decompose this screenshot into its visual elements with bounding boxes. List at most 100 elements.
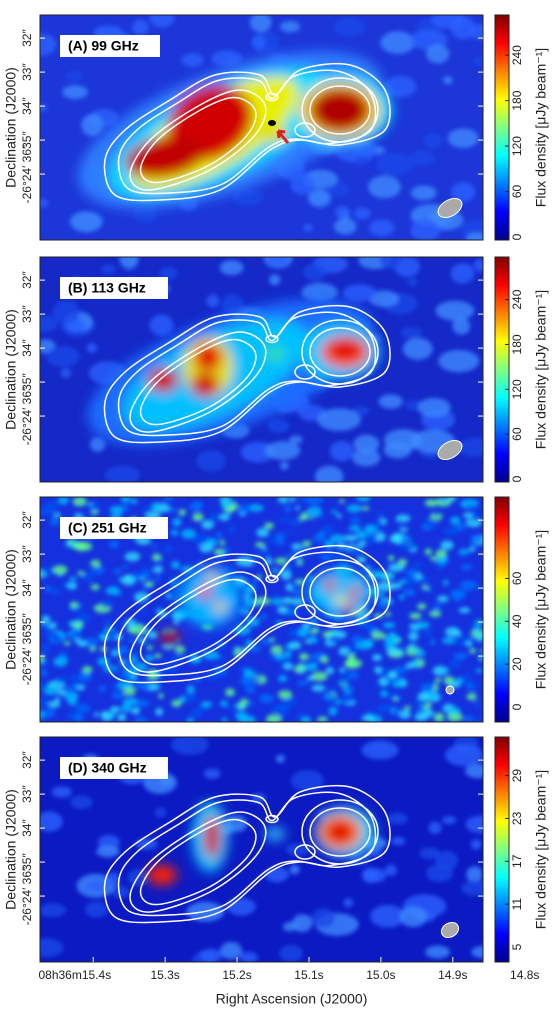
noise-spot [392,533,403,542]
noise-spot [444,744,483,767]
y-tick-label: 34″ [20,819,34,837]
noise-spot [451,182,476,202]
noise-spot [255,677,261,683]
noise-spot [380,31,415,55]
noise-spot [89,646,97,652]
contours [103,62,391,202]
noise-spot [465,640,473,647]
y-tick-label: 34″ [20,339,34,357]
contours [103,784,391,924]
noise-spot [458,607,471,614]
colorbar-tick-label: 40 [510,614,524,628]
image [40,257,483,482]
noise-spot [90,584,100,591]
colorbar-tick-label: 120 [510,136,524,156]
noise-spot [444,526,460,536]
noise-spot [343,897,354,908]
noise-spot [144,581,154,587]
noise-spot [303,223,313,232]
noise-spot [313,533,326,543]
noise-spot [40,655,45,663]
noise-spot [333,218,357,235]
noise-spot [417,397,451,418]
noise-spot [41,615,51,624]
noise-spot [269,274,281,286]
noise-spot [442,579,449,586]
noise-spot [186,685,195,694]
noise-spot [58,676,68,684]
noise-spot [399,540,417,551]
contour [103,544,391,684]
noise-spot [200,701,213,708]
contour [103,62,391,202]
noise-spot [349,517,361,524]
noise-spot [259,637,271,645]
noise-spot [130,498,138,505]
contour [129,89,267,191]
arrow [276,129,290,144]
noise-spot [404,705,411,710]
noise-spot [88,569,96,577]
noise-spot [475,668,483,673]
noise-spot [356,556,366,563]
noise-spot [128,637,135,644]
noise-spot [447,128,479,148]
noise-spot [305,497,324,505]
noise-spot [430,640,436,645]
noise-spot [242,594,251,600]
noise-spot [398,594,405,601]
frame [39,736,484,963]
emission-blob [148,368,178,392]
noise-spot [265,714,282,722]
noise-spot [159,266,178,281]
noise-spot [49,517,60,526]
noise-spot [105,586,120,595]
noise-spot [343,534,358,542]
emission-blob [215,602,225,612]
x-tick-label: 08h36m15.4s [38,968,111,982]
contours [103,304,391,444]
contour [301,77,379,143]
noise-spot [151,544,158,549]
noise-spot [417,603,427,610]
noise-spot [279,944,303,962]
noise-spot [415,649,426,657]
noise-spot [372,654,383,662]
noise-spot [77,641,88,647]
emission-blob [329,339,361,359]
y-axis-label: Declination (J2000) [3,789,19,910]
noise-spot [437,595,449,603]
noise-spot [399,906,428,928]
noise-spot [385,611,391,617]
noise-spot [390,836,406,846]
noise-spot [477,656,483,662]
y-tick-label: 33″ [20,545,34,563]
noise-spot [466,683,473,690]
noise-spot [410,185,437,201]
noise-spot [192,501,204,509]
noise-spot [400,327,423,339]
noise-spot [181,528,196,539]
contour [139,96,257,184]
noise-spot [279,21,301,33]
noise-spot [129,656,138,663]
colorbar-tick-label: 11 [510,898,524,911]
contour [129,331,267,433]
noise-spot [473,259,483,272]
noise-spot [134,716,147,722]
contour [301,799,379,865]
noise-spot [65,70,84,82]
noise-spot [40,198,49,208]
colorbar-tick-label: 60 [510,571,524,585]
emission-blob [349,586,361,598]
noise-spot [113,568,122,575]
noise-spot [149,15,175,28]
noise-spot [68,674,80,682]
noise-spot [345,614,353,622]
noise-spot [133,203,158,223]
noise-spot [235,556,254,567]
y-tick-label: 33″ [20,785,34,803]
noise-spot [383,441,412,459]
emission-blob [160,631,180,643]
noise-spot [74,713,84,722]
